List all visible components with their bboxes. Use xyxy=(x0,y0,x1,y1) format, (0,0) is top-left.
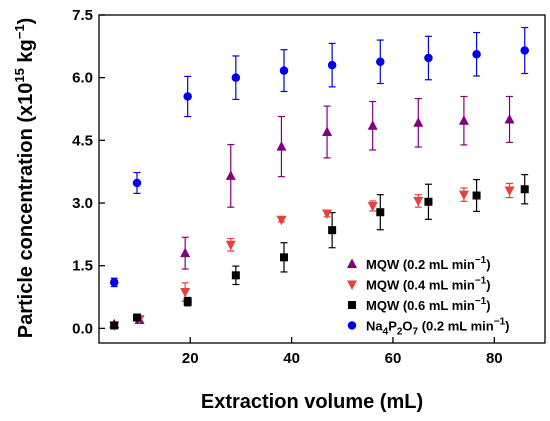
legend-entry-part: 2 xyxy=(397,327,403,338)
legend-entry-part: −1 xyxy=(475,296,487,307)
legend-marker xyxy=(347,280,357,290)
y-tick-label: 6.0 xyxy=(72,70,93,87)
legend-entry-part: −1 xyxy=(475,276,487,287)
data-point xyxy=(424,53,433,63)
legend-entry-part: −1 xyxy=(494,317,506,328)
data-point xyxy=(472,50,481,59)
legend-entry-part: 7 xyxy=(413,327,419,338)
y-axis-label: Particle concentration (x1015 kg−1) xyxy=(12,18,37,339)
plot-area xyxy=(98,14,546,344)
axis-ticks: 20 40 60 80 0.0 1.5 3.0 4.5 6.0 7.5 xyxy=(72,7,503,367)
legend-entry-part: (0.2 mL min xyxy=(418,319,494,334)
data-point xyxy=(133,313,142,322)
data-point xyxy=(183,297,192,306)
y-tick-label: 0.0 xyxy=(72,320,93,337)
data-point xyxy=(183,92,192,101)
y-axis-label-exp: 15 xyxy=(12,68,27,82)
legend-entry-part: 4 xyxy=(383,327,389,338)
legend-entry-part: MQW (0.4 mL min xyxy=(366,278,475,293)
y-tick-label: 7.5 xyxy=(72,7,93,24)
y-tick-label: 3.0 xyxy=(72,195,93,212)
legend-entry-part: ) xyxy=(486,298,490,313)
data-point xyxy=(458,190,469,201)
data-point xyxy=(504,186,515,196)
legend-marker xyxy=(347,258,357,268)
legend-marker xyxy=(347,321,357,330)
data-point xyxy=(276,141,287,151)
data-point xyxy=(276,215,287,226)
data-point xyxy=(424,197,433,206)
data-point xyxy=(231,73,241,82)
plot-border xyxy=(98,14,546,344)
data-point xyxy=(322,209,333,219)
data-point xyxy=(413,117,424,127)
data-point xyxy=(279,253,288,262)
legend-entry-part: O xyxy=(402,319,412,334)
legend-entry: Na4P2O7 (0.2 mL min−1) xyxy=(366,317,509,338)
y-axis-label-unit-exp: −1 xyxy=(12,24,27,39)
legend-marker xyxy=(348,301,356,309)
legend: MQW (0.2 mL min−1)MQW (0.4 mL min−1)MQW … xyxy=(347,255,509,338)
data-point xyxy=(132,178,142,188)
data-point xyxy=(472,191,481,200)
data-point xyxy=(225,170,236,180)
data-point xyxy=(110,321,119,330)
y-tick-label: 4.5 xyxy=(72,132,93,149)
data-point xyxy=(520,46,529,55)
data-point xyxy=(367,120,378,130)
legend-entry: MQW (0.2 mL min−1) xyxy=(366,255,491,272)
data-point xyxy=(367,201,378,212)
data-markers xyxy=(109,46,529,331)
data-point xyxy=(376,208,385,217)
data-point xyxy=(376,57,385,67)
x-tick-label: 40 xyxy=(283,350,300,367)
data-point xyxy=(180,288,191,298)
y-axis-label-close: ) xyxy=(15,18,37,25)
x-tick-label: 20 xyxy=(182,350,199,367)
data-point xyxy=(504,113,515,124)
x-tick-label: 80 xyxy=(486,350,503,367)
y-tick-label: 1.5 xyxy=(72,258,93,275)
legend-entry: MQW (0.6 mL min−1) xyxy=(366,296,491,313)
legend-entry-part: MQW (0.6 mL min xyxy=(366,298,475,313)
legend-entry-part: −1 xyxy=(475,255,487,266)
legend-entry-part: P xyxy=(388,319,397,334)
data-point xyxy=(327,60,337,70)
data-point xyxy=(180,247,191,258)
x-tick-label: 60 xyxy=(385,350,402,367)
y-axis-label-main: Particle concentration (x10 xyxy=(15,83,37,339)
data-point xyxy=(279,66,289,75)
legend-entry-part: ) xyxy=(505,319,509,334)
legend-entry-part: ) xyxy=(486,278,490,293)
data-point xyxy=(322,126,333,136)
x-axis-label: Extraction volume (mL) xyxy=(201,391,423,413)
data-point xyxy=(413,196,424,207)
data-point xyxy=(458,115,469,125)
y-axis-label-unit: kg xyxy=(15,39,37,68)
legend-entry-part: ) xyxy=(486,257,490,272)
data-point xyxy=(328,226,337,235)
legend-entry-part: Na xyxy=(366,319,383,334)
legend-entry: MQW (0.4 mL min−1) xyxy=(366,276,491,293)
data-point xyxy=(109,278,119,287)
legend-entry-part: MQW (0.2 mL min xyxy=(366,257,475,272)
data-point xyxy=(520,185,529,194)
data-point xyxy=(225,240,236,251)
data-point xyxy=(231,271,240,280)
